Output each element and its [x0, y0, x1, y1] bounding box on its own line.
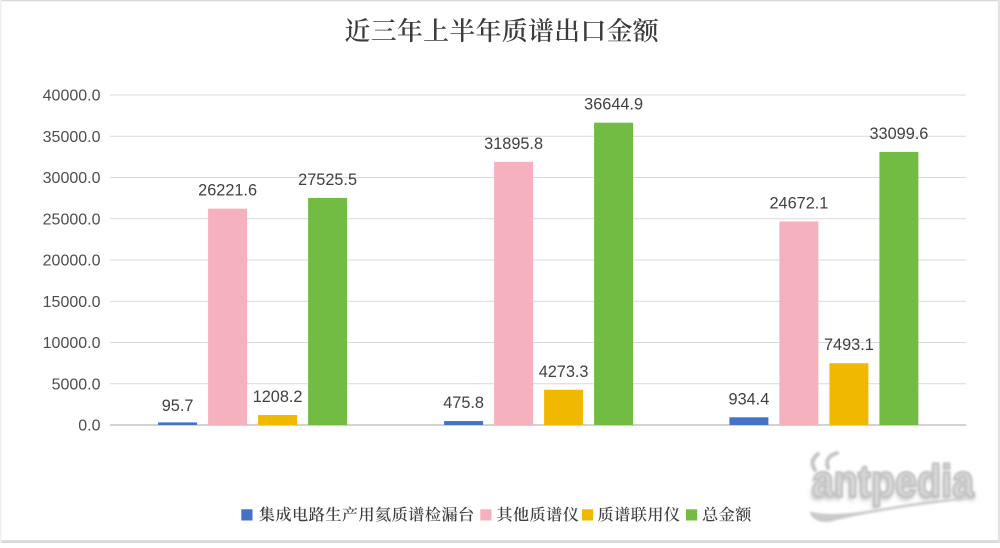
svg-text:7493.1: 7493.1 — [824, 336, 874, 354]
svg-text:15000.0: 15000.0 — [43, 294, 101, 311]
svg-text:40000.0: 40000.0 — [43, 88, 101, 105]
svg-text:0.0: 0.0 — [78, 418, 100, 435]
svg-text:934.4: 934.4 — [729, 390, 770, 408]
svg-text:36644.9: 36644.9 — [584, 96, 643, 114]
svg-text:27525.5: 27525.5 — [298, 171, 357, 189]
svg-text:25000.0: 25000.0 — [43, 211, 101, 228]
svg-text:5000.0: 5000.0 — [52, 376, 101, 393]
svg-text:95.7: 95.7 — [162, 397, 194, 415]
svg-text:4273.3: 4273.3 — [539, 363, 589, 381]
svg-text:475.8: 475.8 — [443, 394, 484, 412]
svg-text:antpedia: antpedia — [810, 459, 975, 510]
svg-text:20000.0: 20000.0 — [43, 253, 101, 270]
svg-text:10000.0: 10000.0 — [43, 335, 101, 352]
svg-text:24672.1: 24672.1 — [769, 194, 828, 212]
svg-text:33099.6: 33099.6 — [869, 125, 928, 143]
svg-text:31895.8: 31895.8 — [484, 135, 543, 153]
svg-text:30000.0: 30000.0 — [43, 170, 101, 187]
svg-text:antpedia: antpedia — [812, 456, 975, 507]
svg-text:1208.2: 1208.2 — [253, 388, 303, 406]
svg-text:26221.6: 26221.6 — [198, 182, 257, 200]
svg-text:35000.0: 35000.0 — [43, 129, 101, 146]
